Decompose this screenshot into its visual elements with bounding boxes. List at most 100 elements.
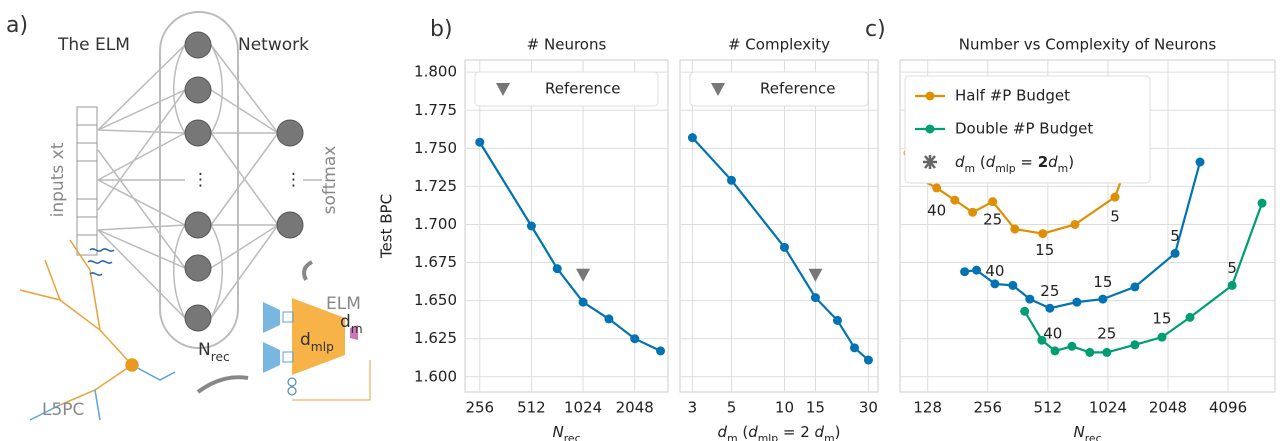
x-tick-label: 128 xyxy=(913,399,942,417)
diagram-title: The ELM xyxy=(57,35,130,55)
legend-label: Reference xyxy=(760,80,836,98)
chart-title: Number vs Complexity of Neurons xyxy=(959,36,1217,54)
data-point xyxy=(990,279,1000,289)
text: mlp xyxy=(758,432,779,441)
panel-label: c) xyxy=(865,17,886,42)
inputs-label: inputs xt xyxy=(48,142,68,217)
y-tick-label: 1.625 xyxy=(414,329,457,347)
input-vector xyxy=(76,106,98,256)
data-point xyxy=(988,197,998,207)
text: N xyxy=(198,340,211,360)
text: d xyxy=(748,423,758,441)
softmax-label: softmax xyxy=(320,146,340,215)
text: = xyxy=(1016,153,1038,171)
data-point xyxy=(1020,306,1030,316)
elm-diagram: a) The ELM Network ⋮ ⋮ inputs xt softmax… xyxy=(6,11,371,421)
arrow xyxy=(302,260,313,281)
data-point xyxy=(1130,282,1140,292)
x-tick-label: 10 xyxy=(775,399,794,417)
x-tick-label: 15 xyxy=(806,399,825,417)
annotation: 40 xyxy=(1043,325,1062,343)
annotation: 5 xyxy=(1110,207,1120,225)
data-point xyxy=(932,183,942,193)
data-point xyxy=(1072,297,1082,307)
connections xyxy=(97,44,322,319)
data-point xyxy=(972,265,982,275)
elm-block xyxy=(263,298,371,401)
arrow xyxy=(196,375,249,394)
text: ( xyxy=(975,153,986,171)
legend-marker xyxy=(496,83,510,96)
x-tick-label: 4096 xyxy=(1209,399,1247,417)
legend-label: Double #P Budget xyxy=(955,120,1093,138)
data-point xyxy=(552,264,562,274)
y-tick-label: 1.775 xyxy=(414,101,457,119)
data-point xyxy=(1070,219,1080,229)
axis-label: Nrec xyxy=(1073,423,1101,441)
text: d xyxy=(300,330,311,350)
text: ) xyxy=(835,423,841,441)
y-tick-label: 1.650 xyxy=(414,291,457,309)
plot-frame xyxy=(679,59,879,393)
data-point xyxy=(604,314,614,324)
data-point xyxy=(1045,303,1055,313)
x-tick-label: 1024 xyxy=(564,399,602,417)
text: m xyxy=(351,322,363,336)
text: rec xyxy=(1085,432,1102,441)
data-point xyxy=(810,293,820,303)
chart-title: # Complexity xyxy=(728,36,830,54)
data-point xyxy=(1185,312,1195,322)
y-tick-label: 1.700 xyxy=(414,215,457,233)
legend-marker xyxy=(925,91,935,101)
data-point xyxy=(1098,294,1108,304)
data-point xyxy=(863,355,873,365)
y-tick-label: 1.800 xyxy=(414,63,457,81)
text: d xyxy=(1048,153,1058,171)
data-point xyxy=(1257,198,1267,208)
x-tick-label: 30 xyxy=(859,399,878,417)
data-point xyxy=(1085,347,1095,357)
diagram-title: Network xyxy=(238,35,309,55)
data-point xyxy=(1102,347,1112,357)
data-point xyxy=(779,242,789,252)
data-point xyxy=(726,175,736,185)
data-point xyxy=(968,207,978,217)
ellipsis: ⋮ xyxy=(192,170,209,190)
ellipsis: ⋮ xyxy=(285,170,302,190)
legend-marker xyxy=(923,155,937,169)
axis-label: Nrec xyxy=(552,423,580,441)
legend-marker xyxy=(925,124,935,134)
data-point xyxy=(656,346,666,356)
data-point xyxy=(1067,341,1077,351)
text: d xyxy=(815,423,825,441)
text: N xyxy=(552,423,563,441)
annotation: 5 xyxy=(1170,227,1180,245)
axis-label: dm (dmlp = 2dm) xyxy=(955,153,1074,175)
neurons xyxy=(184,31,304,332)
panel-label: b) xyxy=(430,17,453,42)
data-point xyxy=(1227,280,1237,290)
elm-label: ELM xyxy=(326,294,361,314)
data-point xyxy=(1195,157,1205,167)
panel-label: a) xyxy=(6,13,28,38)
chart-title: # Neurons xyxy=(527,36,607,54)
legend-box xyxy=(689,71,869,107)
data-point xyxy=(1010,224,1020,234)
text: = 2 xyxy=(778,423,814,441)
legend-label: Half #P Budget xyxy=(955,87,1070,105)
neuron-label: L5PC xyxy=(42,400,84,420)
annotation: 15 xyxy=(1093,273,1112,291)
legend-marker xyxy=(711,83,725,96)
y-tick-label: 1.675 xyxy=(414,253,457,271)
data-point xyxy=(526,221,536,231)
text: m xyxy=(824,432,835,441)
annotation: 15 xyxy=(1152,309,1171,327)
x-tick-label: 512 xyxy=(517,399,546,417)
data-point xyxy=(1025,294,1035,304)
text: d xyxy=(718,423,728,441)
axis-label: dm (dmlp = 2 dm) xyxy=(718,423,841,441)
data-point xyxy=(1037,335,1047,345)
x-tick-label: 2048 xyxy=(1149,399,1187,417)
text: m xyxy=(1058,162,1069,175)
